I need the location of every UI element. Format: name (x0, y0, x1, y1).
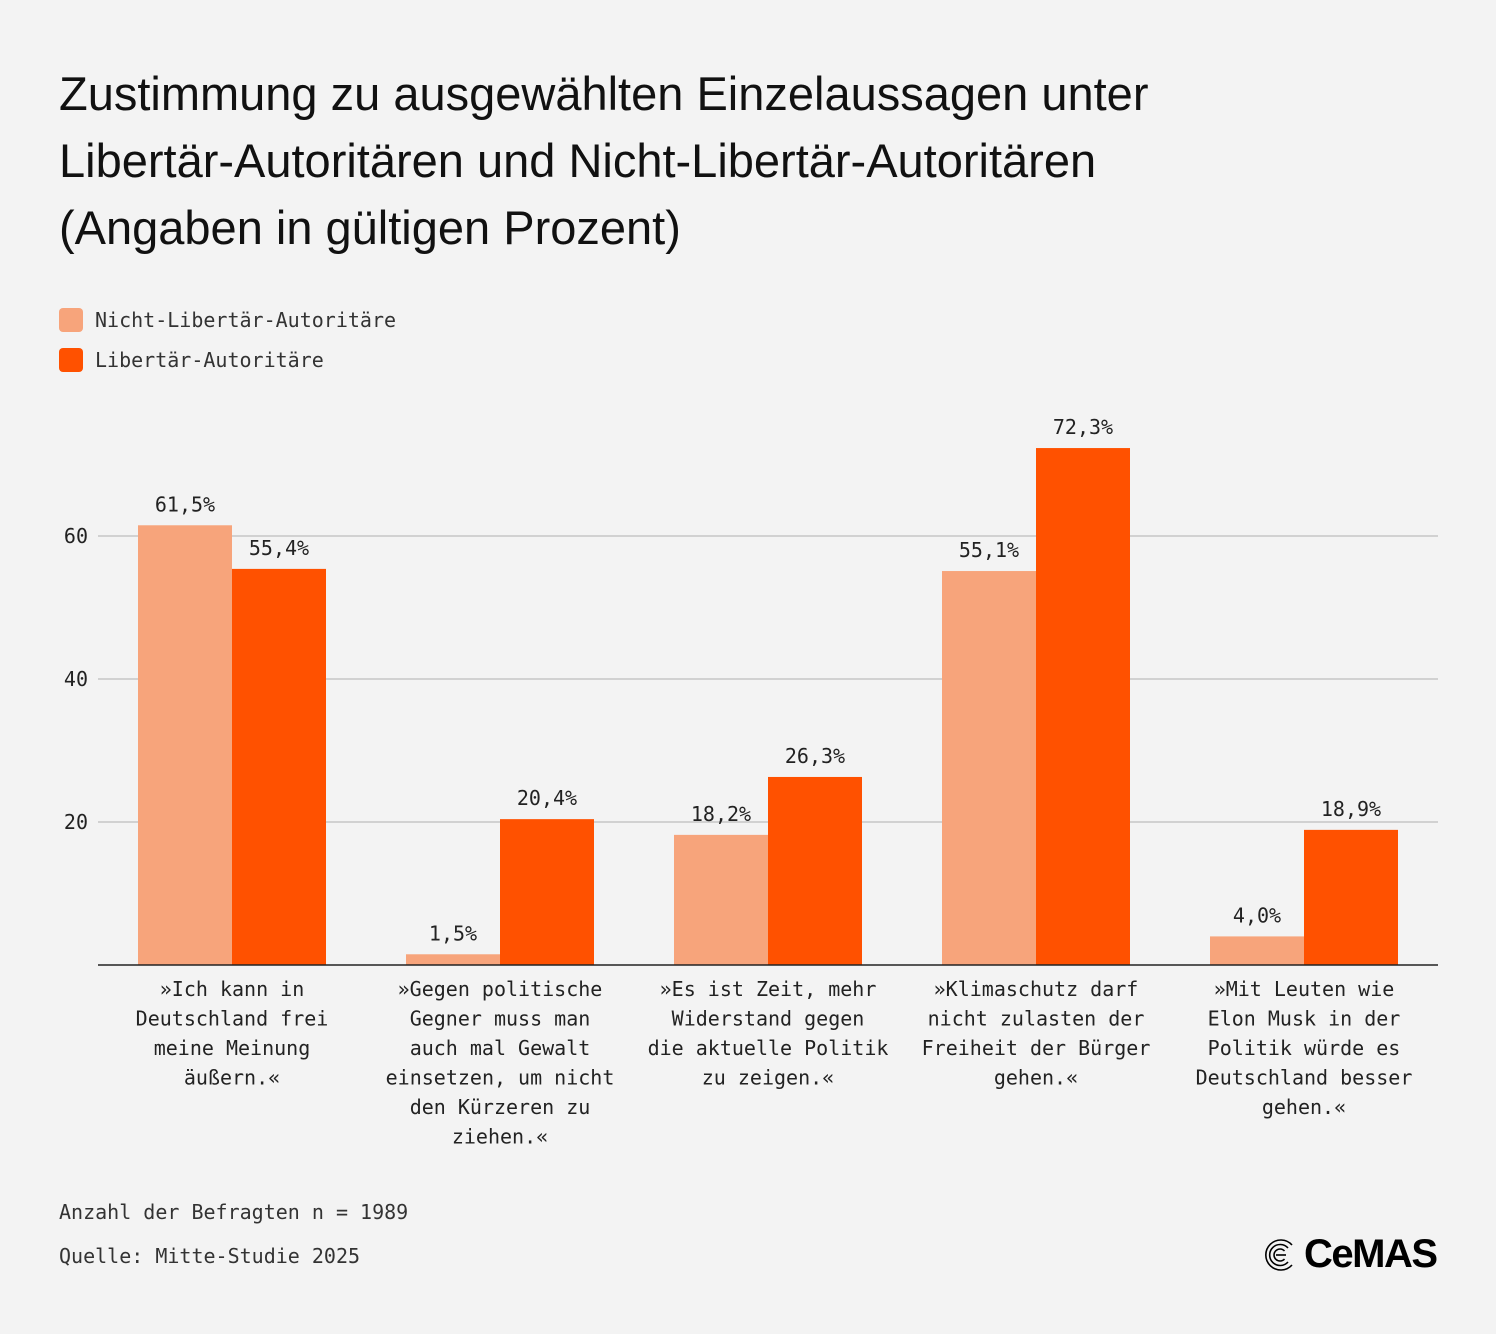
bar (406, 954, 500, 965)
data-label: 72,3% (1053, 415, 1113, 439)
title-line: (Angaben in gültigen Prozent) (59, 201, 681, 254)
cemas-logo-icon (1265, 1238, 1293, 1271)
x-tick-label: Freiheit der Bürger (922, 1036, 1151, 1060)
x-tick-label: Elon Musk in der (1208, 1007, 1401, 1031)
title-line: Zustimmung zu ausgewählten Einzelaussage… (59, 67, 1149, 120)
x-tick-label: nicht zulasten der (928, 1007, 1145, 1031)
x-tick-label: gehen.« (994, 1066, 1078, 1090)
x-tick-label: »Gegen politische (398, 977, 603, 1001)
legend-label: Libertär-Autoritäre (95, 348, 324, 372)
x-tick-label: zu zeigen.« (702, 1066, 834, 1090)
chart-title: Zustimmung zu ausgewählten Einzelaussage… (59, 60, 1359, 261)
legend-item-libertaer: Libertär-Autoritäre (59, 340, 396, 380)
data-label: 1,5% (429, 921, 477, 945)
data-label: 55,1% (959, 538, 1019, 562)
bar (232, 568, 326, 965)
data-label: 20,4% (517, 786, 577, 810)
x-tick-label: ziehen.« (452, 1125, 548, 1149)
source-note: Quelle: Mitte-Studie 2025 (59, 1244, 361, 1268)
bar (500, 819, 594, 965)
x-tick-label: »Ich kann in (160, 977, 305, 1001)
legend-item-nicht-libertaer: Nicht-Libertär-Autoritäre (59, 300, 396, 340)
data-label: 26,3% (785, 744, 845, 768)
x-tick-label: gehen.« (1262, 1095, 1346, 1119)
data-label: 55,4% (249, 536, 309, 560)
bar (674, 834, 768, 965)
cemas-logo: CeMAS (1262, 1232, 1438, 1277)
y-tick-label: 40 (64, 667, 88, 691)
x-tick-label: den Kürzeren zu (410, 1095, 591, 1119)
sample-size-note: Anzahl der Befragten n = 1989 (59, 1200, 409, 1224)
logo-text: CeMAS (1304, 1232, 1438, 1276)
y-tick-label: 20 (64, 810, 88, 834)
x-tick-label: meine Meinung (154, 1036, 311, 1060)
x-tick-label: Gegner muss man (410, 1007, 591, 1031)
x-tick-label: »Klimaschutz darf (934, 977, 1139, 1001)
data-label: 18,9% (1321, 797, 1381, 821)
x-tick-label: Deutschland besser (1196, 1066, 1413, 1090)
x-tick-label: Widerstand gegen (672, 1007, 865, 1031)
x-tick-label: Politik würde es (1208, 1036, 1401, 1060)
x-tick-label: einsetzen, um nicht (386, 1066, 615, 1090)
x-tick-label: äußern.« (184, 1066, 280, 1090)
legend-label: Nicht-Libertär-Autoritäre (95, 308, 397, 332)
bar (1304, 829, 1398, 965)
x-tick-label: Deutschland frei (136, 1007, 329, 1031)
legend: Nicht-Libertär-Autoritäre Libertär-Autor… (59, 300, 396, 380)
x-tick-label: »Mit Leuten wie (1214, 977, 1395, 1001)
bar (942, 571, 1036, 965)
bar (1036, 448, 1130, 965)
data-label: 61,5% (155, 492, 215, 516)
data-label: 18,2% (691, 802, 751, 826)
y-tick-label: 60 (64, 524, 88, 548)
data-label: 4,0% (1233, 903, 1281, 927)
x-tick-label: »Es ist Zeit, mehr (660, 977, 877, 1001)
x-tick-label: auch mal Gewalt (410, 1036, 591, 1060)
bar (138, 525, 232, 965)
bar (1210, 936, 1304, 965)
legend-swatch (59, 308, 83, 332)
legend-swatch (59, 348, 83, 372)
bar (768, 776, 862, 965)
title-line: Libertär-Autoritären und Nicht-Libertär-… (59, 134, 1097, 187)
x-tick-label: die aktuelle Politik (648, 1036, 889, 1060)
